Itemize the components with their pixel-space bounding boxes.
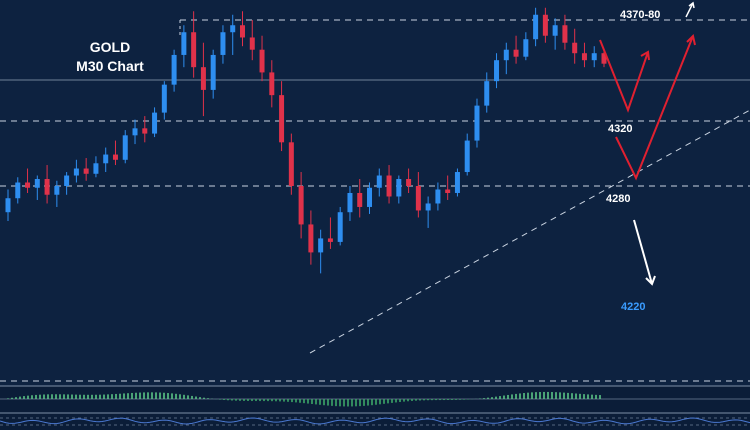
candle-body [581,53,587,61]
candle-body [318,238,324,253]
candle-body [34,179,40,188]
candle-body [308,224,314,253]
candle-body [132,128,138,136]
candle-body [210,54,216,90]
red-scenario-arrow-2 [615,35,694,181]
candle-body [572,42,578,54]
candle-body [191,32,197,68]
candle-body [464,140,470,173]
candle-body [142,128,148,134]
indicator-histogram [7,391,601,407]
candle-body [112,154,118,160]
candle-body [5,198,11,213]
candle-body [161,84,167,113]
candle-body [484,81,490,106]
chart-title-symbol: GOLD [89,39,131,55]
sub-indicator-line [0,417,750,425]
candle-body [239,25,245,38]
candle-body [181,32,187,55]
candle-body [171,54,177,85]
candle-body [64,175,70,186]
level-label-4370: 4370-80 [620,9,660,21]
candle-body [601,53,607,64]
red-scenario-arrow-1 [599,39,649,113]
level-label-4280: 4280 [606,193,630,205]
candle-body [347,192,353,213]
candle-body [396,179,402,197]
candle-body [591,53,597,61]
candle-body [425,203,431,211]
candle-body [562,25,568,43]
candle-body [386,175,392,197]
candle-body [93,163,99,174]
target-label-4220: 4220 [621,301,645,313]
indicator-panel [0,386,750,430]
candle-body [200,67,206,90]
candle-body [503,49,509,61]
candle-body [279,95,285,143]
candle-body [249,37,255,50]
candle-body [445,189,451,193]
candle-body [552,25,558,36]
rising-trendline [309,109,750,354]
candle-body [494,60,500,82]
candle-body [54,186,60,195]
level-label-4320: 4320 [608,123,632,135]
candle-body [73,168,79,176]
red-arrowhead-2 [686,34,696,46]
candle-body [327,238,333,242]
candle-body [152,112,158,134]
candle-body [44,179,50,195]
candle-body [15,182,21,199]
candle-body [367,187,373,207]
candle-body [542,14,548,36]
candle-body [103,154,109,164]
candle-body [474,105,480,141]
candle-body [25,182,31,188]
candle-body [357,192,363,207]
candle-body [288,142,294,186]
white-down-arrowhead [645,275,656,286]
candle-body [220,32,226,55]
red-arrowhead-1 [640,50,650,61]
white-up-arrowhead [688,1,695,9]
candle-body [435,189,441,204]
candle-body [454,172,460,193]
candle-body [259,49,265,73]
chart-title: GOLD M30 Chart [70,38,150,76]
white-up-arrow [685,2,694,18]
candle-body [523,39,529,57]
candle-body [376,175,382,188]
candle-body [337,212,343,242]
candle-body [83,168,89,174]
candles-group [5,7,607,274]
candle-body [230,25,236,33]
candle-body [406,179,412,186]
chart-title-timeframe: M30 Chart [76,58,144,74]
candle-body [269,72,275,96]
candle-body [122,135,128,160]
candle-body [533,14,539,40]
candle-body [298,186,304,225]
candle-body [415,186,421,211]
candle-body [513,49,519,57]
white-down-arrow [633,219,653,285]
